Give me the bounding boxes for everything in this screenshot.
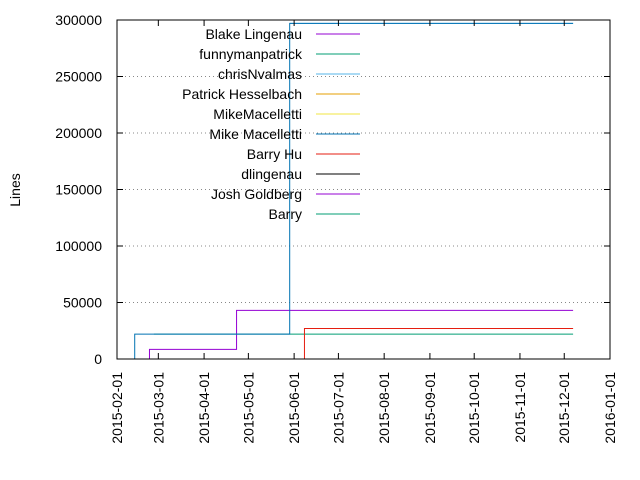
legend-label: chrisNvalmas [218,66,302,82]
y-tick-label: 250000 [55,69,102,85]
series-line [134,309,574,360]
x-tick-label: 2015-11-01 [512,372,528,443]
legend-label: Mike Macelletti [209,126,302,142]
y-tick-label: 50000 [63,295,102,311]
x-tick-label: 2015-03-01 [150,372,166,444]
legend-label: dlingenau [241,166,302,182]
x-tick-label: 2015-10-01 [466,372,482,444]
y-tick-label: 0 [94,351,102,367]
y-tick-label: 200000 [55,125,102,141]
legend: Blake Lingenau funnymanpatrick chrisNvalma… [182,26,360,222]
legend-label: Barry [269,206,302,222]
x-tick-label: 2015-02-01 [109,372,125,444]
y-tick-label: 300000 [55,12,102,28]
legend-label: MikeMacelletti [213,106,302,122]
legend-label: Barry Hu [247,146,302,162]
legend-label: Patrick Hesselbach [182,86,302,102]
x-tick-label: 2015-12-01 [556,372,572,444]
x-tick-label: 2015-08-01 [376,372,392,444]
x-tick-label: 2015-07-01 [330,372,346,444]
legend-label: funnymanpatrick [199,46,303,62]
y-axis: 0 50000 100000 150000 200000 250000 300000 [55,12,610,367]
x-tick-label: 2015-04-01 [196,372,212,444]
y-tick-label: 150000 [55,182,102,198]
x-axis: 2015-02-01 2015-03-01 2015-04-01 2015-05-01… [109,20,618,444]
y-tick-label: 100000 [55,238,102,254]
legend-label: Blake Lingenau [205,26,302,42]
series-line [294,327,574,360]
grid-lines [117,76,610,303]
y-axis-label: Lines [7,173,23,206]
x-tick-label: 2016-01-01 [602,372,618,444]
x-tick-label: 2015-06-01 [286,372,302,444]
legend-label: Josh Goldberg [211,186,302,202]
plot-frame [116,19,611,360]
x-tick-label: 2015-09-01 [422,372,438,444]
x-tick-label: 2015-05-01 [240,372,256,444]
